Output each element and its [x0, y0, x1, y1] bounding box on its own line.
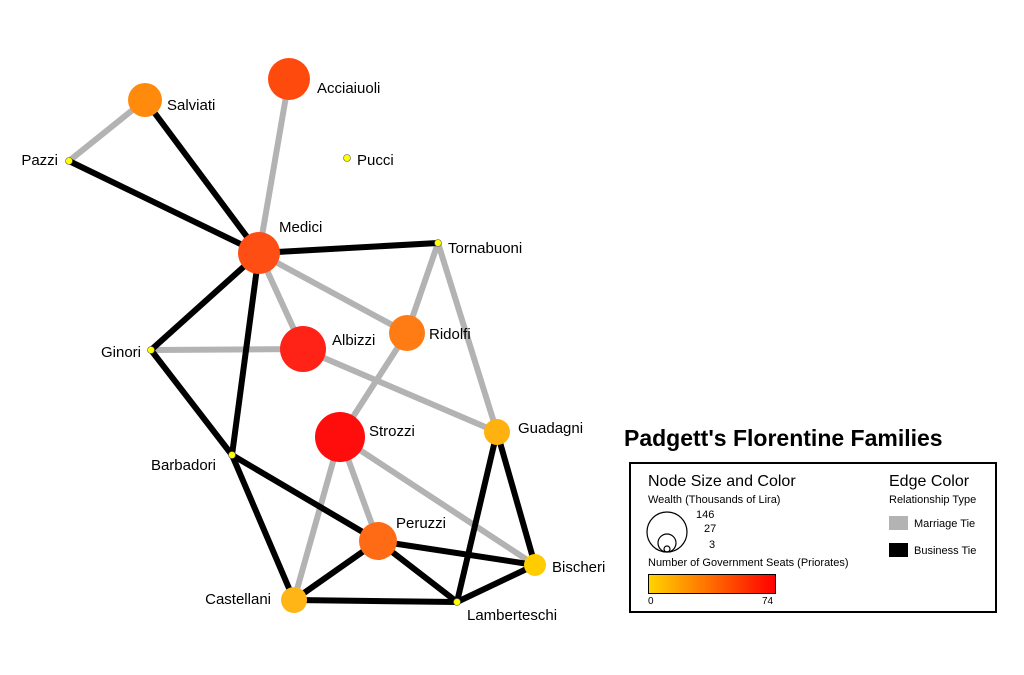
node-label-peruzzi: Peruzzi — [396, 515, 446, 532]
node-label-guadagni: Guadagni — [518, 420, 583, 437]
edge-business-ginori-barbadori — [148, 347, 235, 458]
legend: Node Size and Color Wealth (Thousands of… — [629, 462, 997, 613]
legend-size-circles — [646, 511, 688, 553]
node-label-lamberteschi: Lamberteschi — [467, 607, 557, 624]
edge-business-pazzi-medici — [66, 158, 262, 256]
edge-marriage-tornabuoni-guadagni — [435, 240, 500, 435]
node-strozzi[interactable] — [315, 412, 365, 462]
node-label-bischeri: Bischeri — [552, 559, 605, 576]
chart-title: Padgett's Florentine Families — [624, 425, 943, 451]
edge-business-guadagni-bischeri — [494, 429, 538, 568]
node-label-medici: Medici — [279, 219, 322, 236]
legend-size-3: 3 — [709, 539, 716, 551]
node-labels: Acciaiuoli Salviati Pazzi Pucci Medici Tornab… — [21, 80, 605, 624]
node-label-ridolfi: Ridolfi — [429, 326, 471, 343]
size-circle-3 — [663, 545, 671, 553]
legend-marriage-label: Marriage Tie — [914, 518, 976, 530]
nodes — [65, 58, 546, 613]
edges — [66, 76, 538, 605]
node-label-barbadori: Barbadori — [151, 457, 216, 474]
legend-edge-title: Edge Color — [889, 473, 970, 490]
node-pazzi[interactable] — [65, 157, 73, 165]
edge-business-guadagni-lamberteschi — [454, 429, 500, 605]
edge-business-peruzzi-bischeri — [375, 538, 538, 568]
node-ridolfi[interactable] — [389, 315, 425, 351]
legend-marriage-swatch — [889, 516, 908, 530]
node-label-salviati: Salviati — [167, 97, 215, 114]
legend-wealth-label: Wealth (Thousands of Lira) — [648, 494, 781, 506]
node-ginori[interactable] — [147, 346, 155, 354]
edge-business-castellani-lamberteschi — [291, 597, 460, 605]
legend-color-gradient — [648, 574, 776, 594]
edge-business-medici-tornabuoni — [256, 240, 441, 256]
node-tornabuoni[interactable] — [434, 239, 442, 247]
node-castellani[interactable] — [281, 587, 307, 613]
legend-business-label: Business Tie — [914, 545, 977, 557]
node-label-castellani: Castellani — [205, 591, 271, 608]
node-label-albizzi: Albizzi — [332, 332, 375, 349]
legend-node-title: Node Size and Color — [648, 473, 796, 490]
node-label-ginori: Ginori — [101, 344, 141, 361]
node-label-strozzi: Strozzi — [369, 423, 415, 440]
legend-seats-min: 0 — [648, 596, 654, 607]
edge-marriage-medici-ridolfi — [256, 250, 410, 336]
legend-size-146: 146 — [696, 509, 715, 521]
edge-marriage-strozzi-bischeri — [337, 434, 538, 568]
edge-business-barbadori-peruzzi — [229, 452, 381, 544]
edge-business-barbadori-castellani — [229, 452, 297, 603]
node-pucci[interactable] — [343, 154, 351, 162]
node-acciaiuoli[interactable] — [268, 58, 310, 100]
legend-business-swatch — [889, 543, 908, 557]
edge-business-salviati-medici — [142, 97, 262, 256]
size-circle-27 — [657, 533, 677, 553]
legend-reltype-label: Relationship Type — [889, 494, 977, 506]
node-barbadori[interactable] — [228, 451, 236, 459]
node-label-pazzi: Pazzi — [21, 152, 58, 169]
node-salviati[interactable] — [128, 83, 162, 117]
node-albizzi[interactable] — [280, 326, 326, 372]
node-guadagni[interactable] — [484, 419, 510, 445]
edge-marriage-acciaiuoli-medici — [256, 76, 292, 256]
edge-marriage-albizzi-guadagni — [300, 346, 500, 435]
legend-seats-max: 74 — [762, 596, 774, 607]
edge-business-bischeri-lamberteschi — [454, 562, 538, 605]
node-peruzzi[interactable] — [359, 522, 397, 560]
edge-marriage-strozzi-castellani — [291, 434, 343, 603]
legend-seats-label: Number of Government Seats (Priorates) — [648, 557, 849, 569]
node-label-pucci: Pucci — [357, 152, 394, 169]
node-label-tornabuoni: Tornabuoni — [448, 240, 522, 257]
node-label-acciaiuoli: Acciaiuoli — [317, 80, 380, 97]
legend-size-27: 27 — [704, 523, 717, 535]
edge-marriage-ginori-albizzi — [148, 346, 306, 353]
node-bischeri[interactable] — [524, 554, 546, 576]
edge-business-medici-barbadori — [229, 250, 262, 458]
node-medici[interactable] — [238, 232, 280, 274]
edge-business-medici-ginori — [148, 250, 262, 353]
node-lamberteschi[interactable] — [453, 598, 461, 606]
